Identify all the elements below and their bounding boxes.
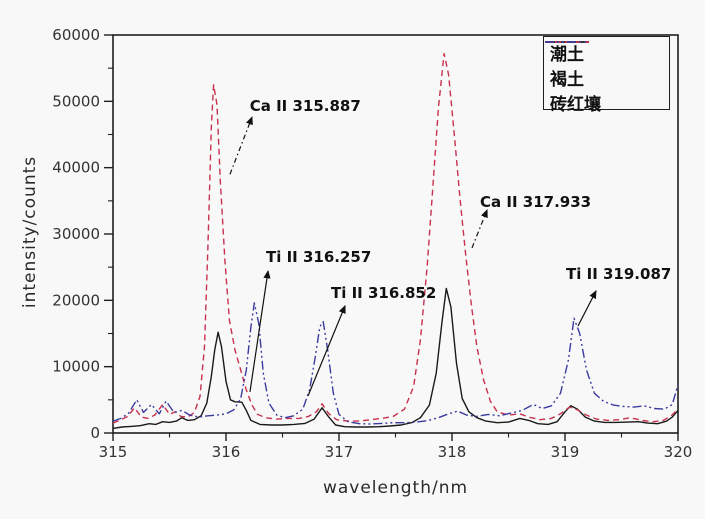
annotation-arrow-4 (577, 289, 597, 327)
legend-item-1: 褐土 (545, 41, 663, 90)
y-tick-label: 60000 (52, 26, 100, 44)
y-tick-label: 0 (90, 424, 100, 442)
x-tick-label: 315 (99, 443, 128, 461)
legend-label: 褐土 (550, 70, 584, 90)
y-tick-label: 50000 (52, 92, 100, 110)
y-tick-label: 10000 (52, 358, 100, 376)
legend-line-sample (545, 41, 589, 43)
series-line-2 (112, 302, 679, 425)
annotation-label-3: Ca II 317.933 (480, 193, 591, 211)
y-axis-title: intensity/counts (20, 155, 40, 309)
annotation-arrow-0 (229, 116, 253, 175)
legend-item-2: 砖红壤 (545, 41, 663, 115)
x-tick-label: 316 (212, 443, 241, 461)
x-axis-title: wavelength/nm (322, 478, 469, 498)
annotation-arrow-3 (471, 209, 488, 249)
annotation-label-1: Ti II 316.257 (266, 248, 371, 266)
x-tick-label: 319 (551, 443, 580, 461)
series-line-0 (112, 287, 679, 430)
legend-label: 砖红壤 (550, 95, 601, 115)
annotation-arrow-1 (249, 269, 271, 392)
x-tick-label: 317 (325, 443, 354, 461)
y-tick-label: 30000 (52, 225, 100, 243)
legend: 潮土 褐土 砖红壤 (543, 36, 670, 115)
annotation-arrow-2 (307, 304, 346, 397)
series-line-1 (112, 52, 679, 424)
legend-label: 潮土 (550, 45, 584, 65)
annotation-label-2: Ti II 316.852 (331, 284, 436, 302)
x-tick-label: 320 (664, 443, 693, 461)
x-tick-label: 318 (438, 443, 467, 461)
y-tick-label: 20000 (52, 291, 100, 309)
annotation-label-0: Ca II 315.887 (250, 97, 361, 115)
y-tick-label: 40000 (52, 159, 100, 177)
annotation-label-4: Ti II 319.087 (566, 265, 671, 283)
